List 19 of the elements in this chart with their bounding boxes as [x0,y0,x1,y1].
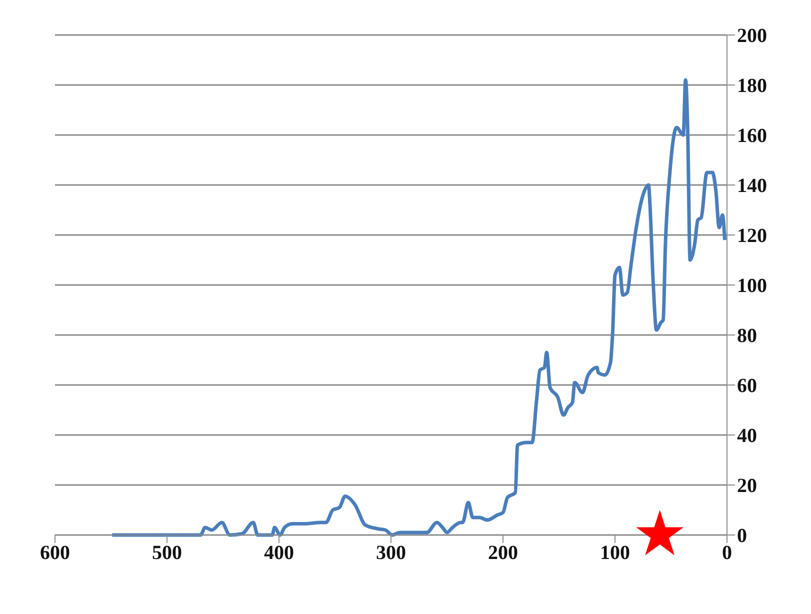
y-tick-label: 20 [737,475,757,498]
y-tick-label: 180 [737,75,767,98]
y-tick-label: 200 [737,25,767,48]
y-tick-label: 0 [737,525,747,548]
x-tick-label: 400 [264,542,294,564]
x-tick-label: 200 [488,542,518,564]
x-tick-label: 100 [600,542,630,564]
y-tick-label: 100 [737,275,767,298]
y-tick-label: 40 [737,425,757,448]
x-tick-label: 300 [376,542,406,564]
y-tick-label: 80 [737,325,757,348]
x-tick-label: 0 [722,542,732,564]
y-tick-label: 60 [737,375,757,398]
y-tick-label: 160 [737,125,767,148]
line-series [110,78,727,537]
x-tick-label: 600 [40,542,70,564]
y-tick-label: 120 [737,225,767,248]
x-tick-label: 500 [152,542,182,564]
y-tick-label: 140 [737,175,767,198]
